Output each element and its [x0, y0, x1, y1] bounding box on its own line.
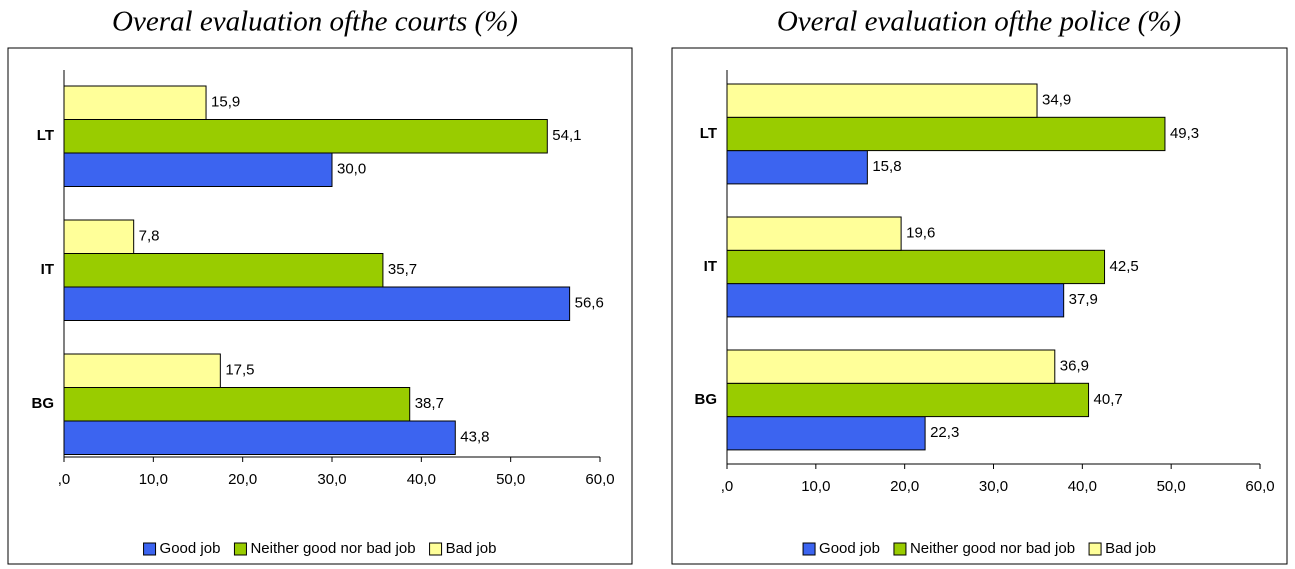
bar — [63, 85, 207, 120]
legend-swatch — [802, 542, 816, 556]
data-label: 43,8 — [460, 429, 489, 446]
data-label: 15,9 — [211, 94, 240, 111]
data-label: 42,5 — [1110, 258, 1139, 275]
legend-label: Neither good nor bad job — [250, 540, 415, 557]
data-label: 40,7 — [1094, 391, 1123, 408]
bar — [63, 119, 548, 154]
x-tick-label: 60,0 — [1245, 478, 1274, 495]
legend-swatch — [233, 542, 247, 556]
bar — [63, 219, 135, 254]
x-tick-label: 30,0 — [979, 478, 1008, 495]
bar — [726, 382, 1090, 418]
x-tick-label: 40,0 — [1068, 478, 1097, 495]
data-label: 30,0 — [337, 161, 366, 178]
legend-label: Good job — [160, 540, 221, 557]
legend-label: Bad job — [446, 540, 497, 557]
bar — [726, 216, 902, 251]
data-label: 49,3 — [1170, 125, 1199, 142]
data-label: 7,8 — [139, 228, 160, 245]
chart-title: Overal evaluation ofthe courts (%) — [112, 6, 518, 38]
bar — [63, 387, 411, 422]
data-label: 38,7 — [415, 395, 444, 412]
x-tick-label: 20,0 — [890, 478, 919, 495]
bar — [63, 152, 333, 187]
x-tick-label: ,0 — [721, 478, 734, 495]
category-label: IT — [704, 258, 717, 275]
x-tick-label: 50,0 — [496, 471, 525, 488]
data-label: 37,9 — [1069, 291, 1098, 308]
category-label: IT — [41, 261, 54, 278]
x-tick-label: 60,0 — [585, 471, 614, 488]
data-label: 19,6 — [906, 225, 935, 242]
chart-title: Overal evaluation ofthe police (%) — [777, 6, 1181, 38]
data-label: 36,9 — [1060, 358, 1089, 375]
bar — [726, 249, 1106, 285]
bar — [726, 116, 1166, 152]
bar — [726, 283, 1065, 318]
legend-label: Bad job — [1105, 540, 1156, 557]
x-tick-label: 10,0 — [801, 478, 830, 495]
x-tick-label: 40,0 — [407, 471, 436, 488]
data-label: 35,7 — [388, 261, 417, 278]
bar — [726, 416, 926, 451]
legend-swatch — [429, 542, 443, 556]
x-tick-label: 10,0 — [139, 471, 168, 488]
data-label: 22,3 — [930, 424, 959, 441]
bar — [726, 83, 1038, 118]
x-tick-label: 20,0 — [228, 471, 257, 488]
bar — [726, 150, 868, 185]
x-tick-label: 30,0 — [317, 471, 346, 488]
bar — [63, 353, 221, 388]
bar — [726, 349, 1056, 384]
data-label: 56,6 — [575, 295, 604, 312]
bar — [63, 286, 571, 321]
x-tick-label: ,0 — [58, 471, 71, 488]
category-label: BG — [695, 391, 718, 408]
data-label: 54,1 — [552, 127, 581, 144]
legend-swatch — [893, 542, 907, 556]
bar — [63, 253, 384, 288]
legend-label: Neither good nor bad job — [910, 540, 1075, 557]
legend-swatch — [1088, 542, 1102, 556]
data-label: 15,8 — [872, 158, 901, 175]
legend-label: Good job — [819, 540, 880, 557]
legend-swatch — [143, 542, 157, 556]
category-label: LT — [37, 127, 54, 144]
category-label: BG — [32, 395, 55, 412]
bar — [63, 420, 456, 455]
data-label: 17,5 — [225, 362, 254, 379]
data-label: 34,9 — [1042, 92, 1071, 109]
category-label: LT — [700, 125, 717, 142]
x-tick-label: 50,0 — [1157, 478, 1186, 495]
